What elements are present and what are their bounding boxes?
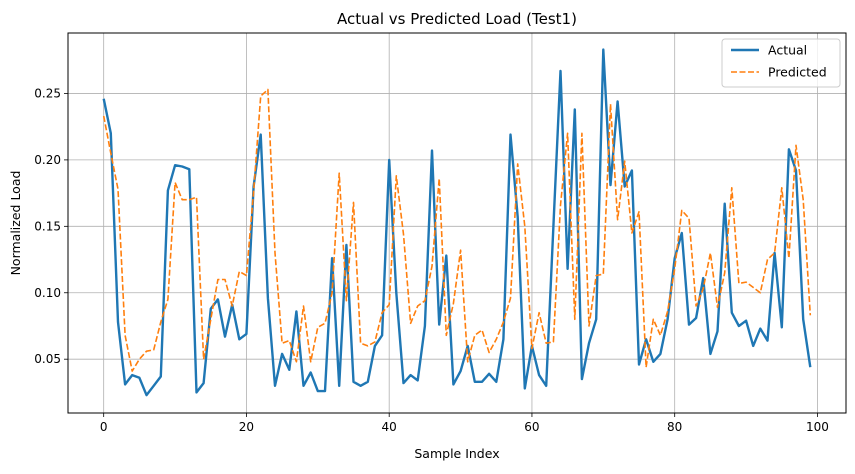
y-tick-label: 0.25: [34, 86, 61, 100]
y-tick-label: 0.20: [34, 153, 61, 167]
series-line-actual: [102, 48, 812, 397]
y-axis-label: Normalized Load: [8, 171, 23, 276]
y-tick-label: 0.05: [34, 352, 61, 366]
y-tick-label: 0.15: [34, 219, 61, 233]
y-tick-label: 0.10: [34, 286, 61, 300]
legend: Actual Predicted: [721, 38, 841, 88]
plot-frame: [67, 32, 847, 414]
legend-label-predicted: Predicted: [768, 65, 827, 80]
x-tick-label: 100: [806, 420, 829, 434]
x-tick-label: 80: [667, 420, 682, 434]
x-tick-label: 60: [524, 420, 539, 434]
x-tick-label: 40: [382, 420, 397, 434]
legend-label-actual: Actual: [768, 43, 807, 58]
x-tick-label: 0: [100, 420, 108, 434]
series-layer: [102, 48, 812, 397]
axis-ticks: 0 20 40 60 80 100 0.05 0.10 0.15 0.20 0.25: [34, 86, 829, 434]
chart-title: Actual vs Predicted Load (Test1): [337, 10, 577, 28]
x-axis-label: Sample Index: [414, 446, 499, 461]
x-tick-label: 20: [239, 420, 254, 434]
series-line-predicted: [102, 88, 812, 372]
